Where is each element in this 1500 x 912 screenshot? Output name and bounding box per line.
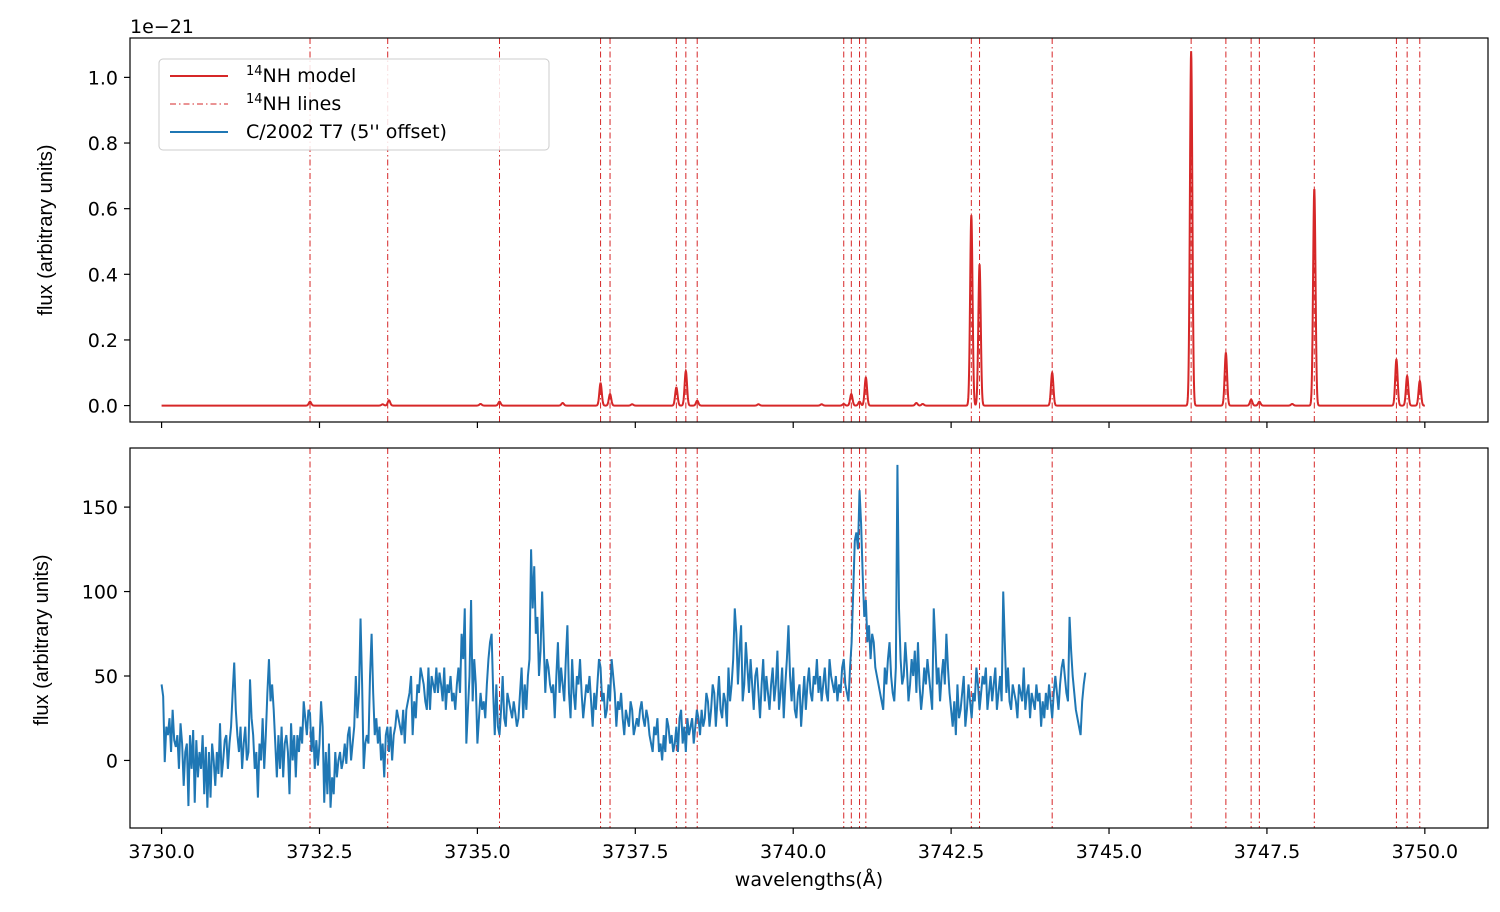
- y-tick-label: 0.8: [88, 133, 118, 155]
- x-tick-label: 3745.0: [1076, 841, 1142, 863]
- observed-spectrum-series: [160, 464, 1087, 808]
- bottom-y-axis: 0 50 100 150: [82, 497, 130, 772]
- legend-frame: [158, 58, 550, 151]
- legend-entry-model: 14NH model: [246, 64, 356, 87]
- y-tick-label: 0: [106, 750, 118, 772]
- x-tick-label: 3747.5: [1234, 841, 1300, 863]
- x-axis-label: wavelengths(Å): [735, 868, 883, 891]
- legend-entry-lines: 14NH lines: [246, 92, 341, 115]
- x-tick-label: 3737.5: [602, 841, 668, 863]
- top-x-axis: [160, 422, 1426, 428]
- top-axes-frame: [129, 37, 1489, 423]
- y-tick-label: 0.4: [88, 264, 118, 286]
- top-panel: 0.0 0.2 0.4 0.6 0.8 1.0 1e−21 flux (arbitrary…: [35, 16, 1489, 428]
- bottom-nh-lines: [309, 448, 1421, 828]
- y-tick-label: 0.2: [88, 330, 118, 352]
- nh-model-series: [161, 51, 1425, 407]
- bottom-axes-frame: [129, 447, 1489, 829]
- x-tick-label: 3735.0: [444, 841, 510, 863]
- x-tick-label: 3742.5: [918, 841, 984, 863]
- bottom-y-axis-label: flux (arbitrary units): [31, 554, 53, 725]
- legend: 14NH model 14NH lines C/2002 T7 (5'' off…: [158, 58, 550, 151]
- y-tick-label: 0.0: [88, 396, 118, 418]
- legend-entry-observed: C/2002 T7 (5'' offset): [246, 121, 447, 143]
- y-tick-label: 50: [94, 666, 118, 688]
- y-tick-label: 100: [82, 582, 118, 604]
- top-y-axis: 0.0 0.2 0.4 0.6 0.8 1.0: [88, 67, 130, 418]
- offset-text: 1e−21: [130, 16, 194, 38]
- x-tick-label: 3730.0: [128, 841, 194, 863]
- x-tick-label: 3740.0: [760, 841, 826, 863]
- y-tick-label: 0.6: [88, 199, 118, 221]
- y-tick-label: 1.0: [88, 67, 118, 89]
- top-y-axis-label: flux (arbitrary units): [35, 144, 57, 315]
- x-tick-label: 3732.5: [286, 841, 352, 863]
- y-tick-label: 150: [82, 497, 118, 519]
- bottom-x-axis: 3730.0 3732.5 3735.0 3737.5 3740.0 3742.5 3745…: [128, 828, 1458, 863]
- bottom-panel: 0 50 100 150 3730.0 3732.5 3735.0 3737.5 3740.0…: [31, 447, 1489, 891]
- x-tick-label: 3750.0: [1392, 841, 1458, 863]
